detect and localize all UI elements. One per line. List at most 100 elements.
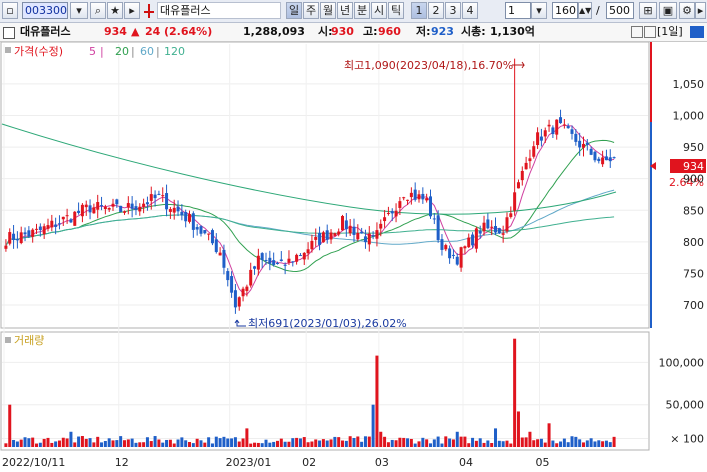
candle-body [4, 245, 8, 249]
volume-legend-box [5, 337, 11, 343]
candle-body [237, 297, 241, 307]
candle-body [406, 199, 410, 201]
candle-body [494, 226, 498, 233]
candle-body [478, 231, 482, 234]
candle-body [474, 228, 478, 249]
display-count-field[interactable]: 160 [552, 2, 578, 19]
maximize-icon[interactable] [644, 26, 656, 38]
candle-body [230, 276, 234, 293]
candle-body [356, 232, 360, 240]
candle-body [371, 235, 375, 237]
volume-bar [310, 441, 314, 447]
candle-body [107, 208, 111, 210]
date-tick-label: 05 [536, 456, 550, 469]
low-label: 저: [416, 25, 431, 38]
candle-body [298, 255, 302, 257]
candle-body [241, 288, 245, 297]
candle-body [157, 193, 161, 195]
minimize-icon[interactable] [631, 26, 643, 38]
volume-bar [145, 437, 149, 447]
candle-body [604, 156, 608, 161]
period-button-3[interactable]: 년 [337, 2, 353, 19]
volume-bar [409, 438, 413, 447]
candle-body [383, 217, 387, 222]
candle-body [115, 199, 119, 205]
candle-body [172, 207, 176, 213]
high-annotation-arrow [512, 61, 525, 69]
volume-bar [444, 436, 448, 447]
candle-body [471, 234, 475, 246]
date-tick-label: 04 [459, 456, 473, 469]
volume-tick-label: 100,000 [659, 356, 705, 369]
candle-body [222, 249, 226, 268]
number-button-2[interactable]: 2 [428, 2, 444, 19]
candle-body [524, 162, 528, 170]
volume-bar [356, 436, 360, 447]
stock-chart[interactable]: 가격(수정) 5 | 20 | 60 | 120 거래량 최고1,090(202… [0, 42, 707, 472]
stock-checkbox[interactable] [3, 27, 15, 39]
volume-bar [111, 440, 115, 447]
candle-body [96, 202, 100, 210]
candle-body [559, 117, 563, 124]
period-button-2[interactable]: 월 [320, 2, 336, 19]
candle-body [122, 211, 126, 213]
period-button-4[interactable]: 분 [354, 2, 370, 19]
candle-body [302, 252, 306, 260]
search-icon[interactable]: ⌕ [90, 2, 106, 19]
candle-body [390, 211, 394, 214]
period-button-6[interactable]: 틱 [388, 2, 404, 19]
volume-bar [363, 436, 367, 447]
candle-body [581, 143, 585, 148]
volume-bar [4, 443, 8, 447]
candle-body [42, 226, 46, 235]
candle-body [35, 228, 39, 230]
candle-body [264, 259, 268, 262]
volume-bar [581, 442, 585, 447]
code-dropdown-icon[interactable]: ▾ [70, 2, 88, 19]
options-icon[interactable] [690, 26, 704, 38]
number-button-3[interactable]: 3 [445, 2, 461, 19]
candle-body [432, 218, 436, 220]
interval-select[interactable]: 1 [505, 2, 531, 19]
volume-bar [551, 440, 555, 447]
volume-bar [241, 438, 245, 447]
price-tick-label: 800 [683, 236, 704, 249]
volume-bar [218, 438, 222, 447]
volume-bar [153, 436, 157, 447]
volume-bar [230, 438, 234, 447]
favorite-star-icon[interactable]: ★ [107, 2, 123, 19]
period-button-5[interactable]: 시 [371, 2, 387, 19]
legend-price: 가격(수정) [14, 45, 63, 58]
candle-body [191, 213, 195, 230]
date-tick-label: 03 [375, 456, 389, 469]
high-annotation: 최고1,090(2023/04/18),16.70% [344, 59, 513, 72]
candle-body [287, 258, 291, 263]
candle-body [195, 227, 199, 230]
more-icon[interactable]: ▸ [124, 2, 140, 19]
period-button-0[interactable]: 일 [286, 2, 302, 19]
total-count-field[interactable]: 500 [606, 2, 634, 19]
count-stepper[interactable]: ▲▼ [578, 2, 592, 19]
save-icon[interactable]: ▣ [659, 2, 677, 19]
expand-icon[interactable]: ▸ [695, 2, 706, 19]
interval-dropdown-icon[interactable]: ▾ [531, 2, 547, 19]
low-value: 923 [431, 25, 454, 38]
volume-bar [574, 436, 578, 447]
candle-body [226, 271, 230, 281]
volume-bar [161, 442, 165, 447]
price-change: 24 [145, 25, 161, 38]
chart-menu-icon[interactable]: ▫ [2, 2, 18, 19]
number-button-1[interactable]: 1 [411, 2, 427, 19]
legend-ma5: 5 [89, 45, 96, 58]
number-button-4[interactable]: 4 [462, 2, 478, 19]
add-window-icon[interactable]: ⊞ [639, 2, 657, 19]
stock-code-field[interactable]: 003300 [22, 2, 68, 19]
volume-bar [57, 440, 61, 447]
price-legend-box [5, 47, 11, 53]
period-button-1[interactable]: 주 [303, 2, 319, 19]
volume-bar [306, 442, 310, 447]
volume-bar [27, 438, 31, 447]
candle-body [547, 124, 551, 127]
gear-icon[interactable]: ⚙ [679, 2, 695, 19]
